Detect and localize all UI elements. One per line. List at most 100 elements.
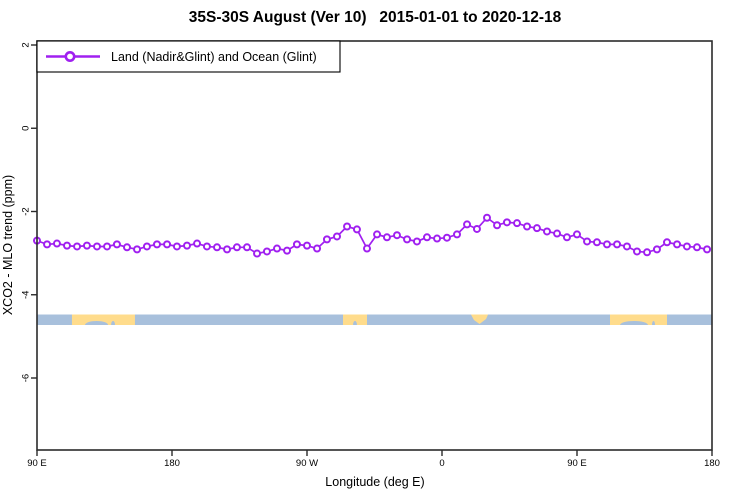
y-tick-label: 0 [21,126,32,131]
coast-notch-1 [111,321,115,325]
legend: Land (Nadir&Glint) and Ocean (Glint) [36,40,341,73]
data-point [142,242,151,251]
data-point [262,247,271,256]
data-point [73,242,82,251]
legend-open-circle-marker [64,50,76,62]
legend-box [36,40,341,73]
x-tick-label: 90 W [296,458,318,469]
data-point [343,222,352,231]
chart-title: 35S-30S August (Ver 10) 2015-01-01 to 20… [189,9,562,26]
x-tick-label: 180 [704,458,720,469]
data-point [592,238,601,247]
plot-border [36,40,713,451]
data-point [663,238,671,247]
land-segment-australia [71,314,135,325]
data-point [382,233,391,242]
data-point [313,244,322,253]
x-tick-label: 90 E [567,458,587,469]
data-point [333,232,341,241]
data-point [513,219,521,228]
data-point [532,224,541,233]
data-point [322,235,331,244]
data-point [403,235,412,244]
y-tick-label: -6 [21,374,32,382]
data-point [682,242,691,251]
data-point [583,237,592,246]
data-point [703,245,712,254]
land-segment-australia-repeat [610,314,667,325]
data-point [193,239,202,248]
data-point [93,242,101,251]
data-point [453,230,461,239]
data-point [183,241,191,250]
data-point [213,243,221,252]
data-point [373,230,382,239]
data-point [163,240,172,249]
x-axis-title: Longitude (deg E) [325,475,424,489]
y-axis-title: XCO2 - MLO trend (ppm) [1,175,15,315]
data-point [673,240,682,249]
data-point [253,249,262,258]
data-point [283,246,292,255]
land-ocean-band [37,314,712,325]
data-point [232,243,241,252]
axes: 90 E 180 90 W 0 90 E 180 2 0 -2 -4 -6 [21,42,720,469]
data-point [633,247,641,256]
data-point [82,241,91,250]
data-point [123,243,131,252]
data-point [433,234,442,243]
data-point [652,245,661,254]
data-point [243,243,251,252]
data-point [303,241,311,250]
data-point [463,220,472,229]
ocean-strip [37,314,712,325]
x-tick-label: 0 [439,458,444,469]
data-point [622,242,631,251]
data-point [603,240,611,249]
data-point [502,218,511,227]
y-tick-label: -4 [21,291,32,299]
data-point [442,233,451,242]
data-point [292,240,301,249]
data-point [363,244,371,253]
coast-notch-4 [652,321,655,325]
data-point [643,248,652,257]
data-point [202,242,211,251]
coast-notch-3 [620,321,648,325]
data-point [223,245,232,254]
data-point [352,225,361,234]
data-point [153,240,161,249]
data-point [423,233,431,242]
land-segment-south-africa [470,314,489,324]
coast-notch-0 [85,321,109,325]
data-series [33,213,712,258]
data-point [273,244,281,253]
data-point [693,243,701,252]
data-point [103,242,112,251]
data-point [562,233,571,242]
coast-notch-2 [353,321,357,325]
data-point [172,242,181,251]
y-tick-label: 2 [21,42,32,47]
data-point [43,240,52,249]
data-point [63,241,71,250]
data-point [133,245,142,254]
x-tick-label: 180 [164,458,180,469]
land-segment-south-america [343,314,367,325]
y-tick-label: -2 [21,207,32,215]
data-point [412,237,421,246]
data-point [493,221,502,230]
data-point [52,239,61,248]
data-point [393,231,401,240]
data-point [573,230,581,239]
data-point [483,213,491,222]
data-point [553,229,562,238]
data-point [613,240,622,249]
data-point [543,227,551,236]
data-point [112,240,121,249]
x-tick-label: 90 E [27,458,47,469]
data-point [523,222,532,231]
data-point [472,224,481,233]
